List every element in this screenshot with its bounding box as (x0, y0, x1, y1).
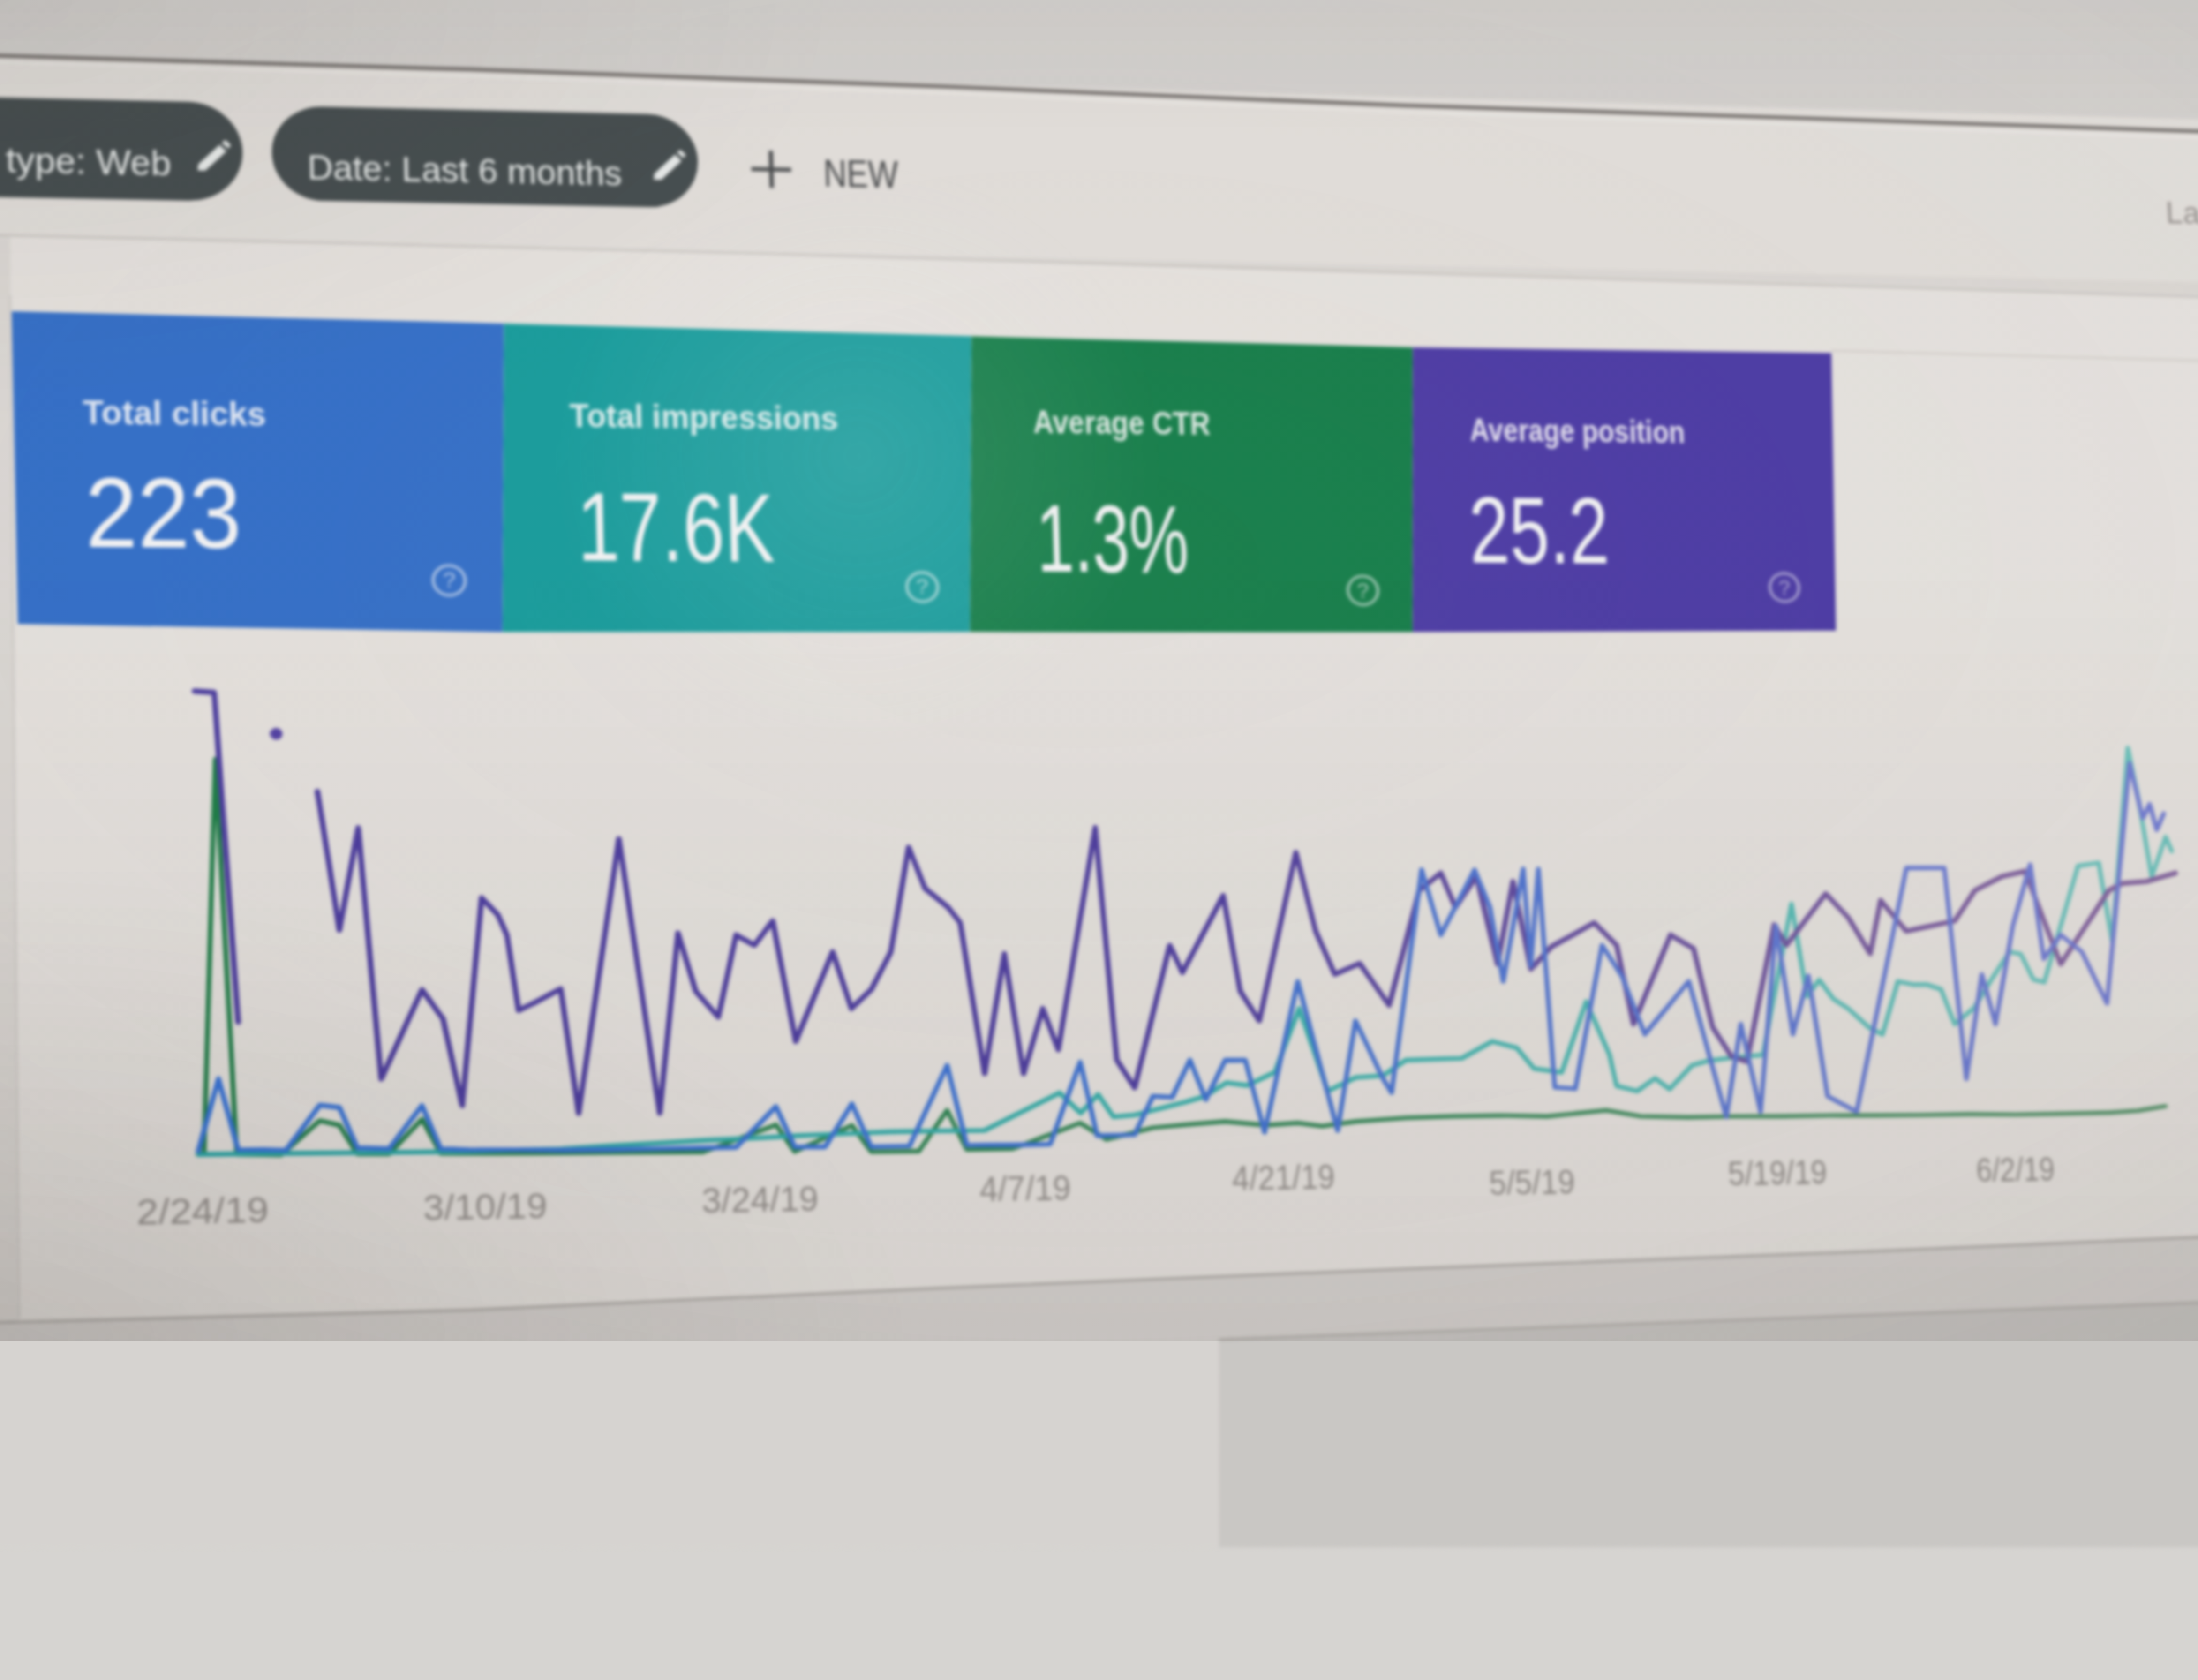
svg-text:3/10/19: 3/10/19 (423, 1185, 548, 1228)
svg-text:25.2: 25.2 (1468, 479, 1611, 584)
svg-text:Average CTR: Average CTR (1032, 405, 1211, 442)
svg-text:4/7/19: 4/7/19 (979, 1168, 1072, 1209)
svg-text:6/2/19: 6/2/19 (1975, 1150, 2055, 1189)
svg-text:Total clicks: Total clicks (83, 395, 266, 434)
svg-text:type: Web: type: Web (6, 141, 172, 183)
svg-text:3/24/19: 3/24/19 (701, 1179, 819, 1221)
svg-text:2/24/19: 2/24/19 (136, 1190, 269, 1232)
svg-text:Average position: Average position (1469, 413, 1686, 450)
svg-text:NEW: NEW (823, 154, 899, 196)
svg-text:223: 223 (84, 458, 242, 569)
svg-text:?: ? (916, 576, 928, 599)
svg-text:Total impressions: Total impressions (569, 398, 839, 437)
svg-text:?: ? (1778, 577, 1791, 599)
svg-text:5/5/19: 5/5/19 (1489, 1163, 1576, 1203)
svg-text:?: ? (1357, 580, 1370, 603)
svg-text:1.3%: 1.3% (1035, 485, 1190, 592)
svg-text:17.6K: 17.6K (576, 473, 776, 582)
svg-text:5/19/19: 5/19/19 (1727, 1153, 1828, 1193)
svg-text:4/21/19: 4/21/19 (1232, 1157, 1336, 1198)
svg-text:?: ? (443, 569, 456, 593)
svg-text:Date: Last 6 months: Date: Last 6 months (307, 148, 622, 193)
svg-text:Las: Las (2165, 196, 2198, 231)
